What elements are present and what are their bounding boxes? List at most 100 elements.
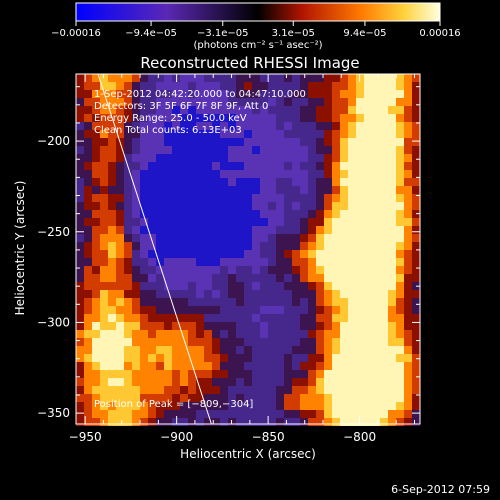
heatmap-cell [284, 194, 292, 202]
heatmap-cell [140, 122, 148, 130]
heatmap-cell [348, 314, 356, 322]
heatmap-cell [212, 202, 220, 210]
heatmap-cell [268, 242, 276, 250]
heatmap-cell [388, 274, 396, 282]
heatmap-cell [228, 170, 236, 178]
heatmap-cell [396, 298, 404, 306]
heatmap-cell [308, 338, 316, 346]
heatmap-cell [108, 306, 116, 314]
heatmap-cell [244, 250, 252, 258]
heatmap-cell [124, 378, 132, 386]
heatmap-cell [212, 298, 220, 306]
heatmap-cell [332, 290, 340, 298]
heatmap-cell [244, 202, 252, 210]
heatmap-cell [252, 242, 260, 250]
heatmap-cell [388, 74, 396, 82]
heatmap-cell [364, 98, 372, 106]
heatmap-cell [204, 314, 212, 322]
heatmap-cell [356, 186, 364, 194]
heatmap-cell [300, 114, 308, 122]
heatmap-cell [164, 306, 172, 314]
heatmap-cell [332, 354, 340, 362]
heatmap-cell [76, 394, 84, 402]
heatmap-cell [284, 362, 292, 370]
heatmap-cell [268, 306, 276, 314]
heatmap-cell [188, 122, 196, 130]
heatmap-cell [316, 114, 324, 122]
heatmap-cell [124, 106, 132, 114]
heatmap-cell [188, 242, 196, 250]
heatmap-cell [316, 250, 324, 258]
heatmap-cell [252, 346, 260, 354]
heatmap-cell [284, 418, 292, 426]
heatmap-cell [412, 218, 420, 226]
heatmap-cell [300, 146, 308, 154]
heatmap-cell [172, 370, 180, 378]
heatmap-cell [252, 274, 260, 282]
heatmap-cell [156, 226, 164, 234]
heatmap-cell [196, 130, 204, 138]
heatmap-cell [292, 218, 300, 226]
heatmap-cell [276, 90, 284, 98]
heatmap-cell [324, 338, 332, 346]
heatmap-cell [372, 210, 380, 218]
heatmap-cell [140, 210, 148, 218]
heatmap-cell [100, 146, 108, 154]
heatmap-cell [404, 154, 412, 162]
heatmap-cell [268, 154, 276, 162]
heatmap-cell [332, 394, 340, 402]
heatmap-cell [196, 418, 204, 426]
heatmap-cell [324, 290, 332, 298]
heatmap-cell [244, 322, 252, 330]
heatmap-cell [372, 162, 380, 170]
heatmap-cell [308, 114, 316, 122]
heatmap-cell [100, 250, 108, 258]
heatmap-cell [156, 290, 164, 298]
heatmap-cell [188, 266, 196, 274]
heatmap-cell [348, 202, 356, 210]
heatmap-cell [172, 98, 180, 106]
heatmap-cell [324, 194, 332, 202]
heatmap-cell [220, 402, 228, 410]
heatmap-cell [156, 170, 164, 178]
heatmap-cell [140, 98, 148, 106]
heatmap-cell [220, 90, 228, 98]
heatmap-cell [188, 378, 196, 386]
heatmap-cell [388, 242, 396, 250]
heatmap-cell [188, 306, 196, 314]
heatmap-cell [308, 258, 316, 266]
heatmap-cell [356, 146, 364, 154]
heatmap-cell [236, 402, 244, 410]
heatmap-cell [268, 290, 276, 298]
heatmap-cell [332, 250, 340, 258]
heatmap-cell [228, 258, 236, 266]
heatmap-cell [188, 258, 196, 266]
heatmap-cell [196, 242, 204, 250]
heatmap-cell [188, 186, 196, 194]
heatmap-cell [116, 74, 124, 82]
heatmap-cell [196, 250, 204, 258]
heatmap-cell [308, 234, 316, 242]
heatmap-cell [212, 82, 220, 90]
heatmap-cell [364, 74, 372, 82]
heatmap-cell [324, 114, 332, 122]
heatmap-cell [132, 330, 140, 338]
heatmap-cell [228, 370, 236, 378]
heatmap-cell [412, 74, 420, 82]
heatmap-cell [244, 402, 252, 410]
heatmap-cell [236, 354, 244, 362]
heatmap-cell [196, 354, 204, 362]
heatmap-cell [236, 218, 244, 226]
heatmap-cell [172, 226, 180, 234]
heatmap-cell [372, 250, 380, 258]
heatmap-cell [396, 226, 404, 234]
heatmap-cell [252, 178, 260, 186]
colorbar-tick-label: −3.1e−05 [197, 28, 249, 39]
heatmap-cell [124, 74, 132, 82]
heatmap-cell [76, 314, 84, 322]
heatmap-cell [300, 386, 308, 394]
heatmap-cell [348, 378, 356, 386]
heatmap-cell [92, 138, 100, 146]
heatmap-cell [228, 226, 236, 234]
